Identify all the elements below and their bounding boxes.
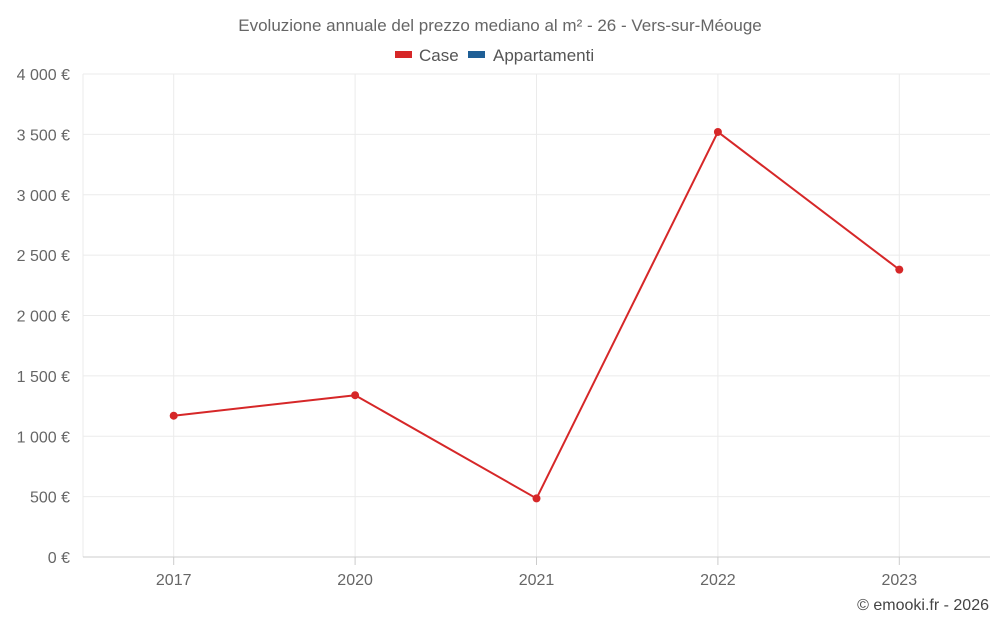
- legend-swatch-case: [395, 51, 412, 58]
- data-point[interactable]: [169, 411, 178, 420]
- credit-text: © emooki.fr - 2026: [857, 597, 989, 614]
- data-point[interactable]: [713, 127, 722, 136]
- data-point[interactable]: [351, 391, 360, 400]
- legend-item-case[interactable]: Case: [395, 46, 459, 65]
- x-tick-label: 2021: [519, 572, 555, 589]
- legend: Case Appartamenti: [395, 46, 594, 65]
- grid: [82, 73, 990, 557]
- y-tick-label: 3 500 €: [17, 127, 70, 144]
- y-tick-label: 4 000 €: [17, 67, 70, 84]
- x-tick-label: 2017: [156, 572, 192, 589]
- x-tick-label: 2020: [337, 572, 373, 589]
- legend-item-appartamenti[interactable]: Appartamenti: [468, 46, 594, 65]
- y-tick-label: 2 000 €: [17, 309, 70, 326]
- y-tick-label: 500 €: [30, 490, 70, 507]
- y-tick-label: 2 500 €: [17, 248, 70, 265]
- legend-swatch-appartamenti: [468, 51, 485, 58]
- y-tick-label: 1 000 €: [17, 429, 70, 446]
- data-point[interactable]: [895, 265, 904, 274]
- x-tick-label: 2022: [700, 572, 736, 589]
- legend-label-appartamenti: Appartamenti: [493, 46, 594, 65]
- y-tick-label: 1 500 €: [17, 369, 70, 386]
- y-tick-label: 3 000 €: [17, 188, 70, 205]
- y-tick-label: 0 €: [48, 550, 70, 567]
- chart-title: Evoluzione annuale del prezzo mediano al…: [238, 16, 762, 35]
- legend-label-case: Case: [419, 46, 459, 65]
- axes: 0 € 500 € 1 000 € 1 500 € 2 000 € 2 500 € 3 00…: [17, 67, 990, 589]
- series-case: [169, 127, 904, 503]
- x-tick-label: 2023: [882, 572, 918, 589]
- data-point[interactable]: [532, 494, 541, 503]
